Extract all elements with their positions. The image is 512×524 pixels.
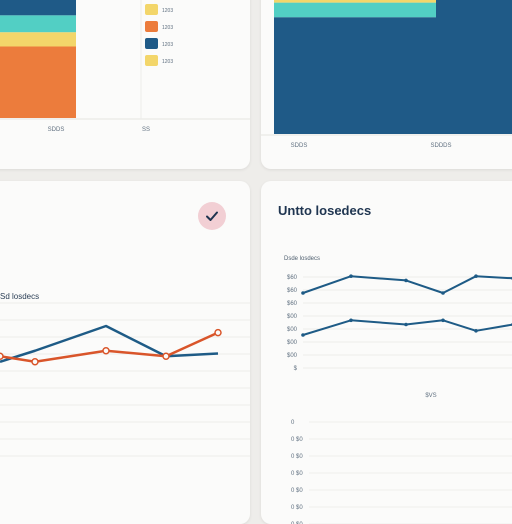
data-point bbox=[0, 352, 4, 360]
data-point bbox=[162, 352, 170, 360]
legend-swatch bbox=[145, 21, 158, 32]
line-chart-right-subtitle: Dsde losdecs bbox=[284, 256, 321, 262]
legend-label: 1203 bbox=[162, 59, 173, 65]
bar-segment bbox=[0, 15, 76, 33]
x-tick-label: SDDS bbox=[291, 143, 308, 149]
data-point bbox=[441, 291, 445, 295]
line-chart-card-right: Untto losedecs Dsde losdecs $60 $60 $60 $00… bbox=[261, 181, 512, 524]
data-point bbox=[441, 318, 445, 323]
stacked-bar-chart-left: SDDS SS 1203 1203 1203 1203 bbox=[0, 0, 250, 133]
legend-label: 1203 bbox=[162, 42, 173, 48]
y-tick-label: $00 bbox=[287, 340, 298, 346]
data-point bbox=[301, 291, 305, 295]
y-tick-label: $00 bbox=[287, 353, 298, 359]
data-point bbox=[349, 274, 353, 278]
bar-segment bbox=[274, 2, 436, 18]
stacked-bar-chart-right: SDDS SDDDS bbox=[261, 0, 512, 149]
bar-segment bbox=[0, 46, 76, 118]
x-tick-label: SDDDS bbox=[430, 143, 451, 149]
line-chart-left-title: Sd losdecs bbox=[0, 292, 40, 301]
x-tick-label: SDDS bbox=[48, 127, 65, 133]
data-point bbox=[214, 328, 222, 337]
data-point bbox=[102, 347, 110, 355]
bottom-tick-label: 0 $0 bbox=[291, 454, 303, 460]
data-point bbox=[404, 278, 408, 283]
bar-segment bbox=[0, 0, 76, 16]
line-chart-right-title: Untto losedecs bbox=[278, 203, 372, 218]
line-chart-card-left: Sd losdecs bbox=[0, 181, 250, 524]
stacked-bar-card-left: SDDS SS 1203 1203 1203 1203 bbox=[0, 0, 250, 169]
stacked-bar-card-right: SDDS SDDDS bbox=[261, 0, 512, 169]
y-tick-label: $60 bbox=[287, 275, 298, 281]
y-tick-label: $00 bbox=[287, 314, 298, 320]
bottom-tick-label: 0 $0 bbox=[291, 488, 303, 494]
data-point bbox=[349, 318, 353, 323]
check-badge[interactable] bbox=[198, 202, 226, 230]
x-axis-label: $VS bbox=[425, 393, 436, 399]
series-line bbox=[0, 324, 219, 363]
y-tick-label: $60 bbox=[287, 288, 298, 294]
bottom-tick-label: 0 $0 bbox=[291, 471, 303, 477]
data-point bbox=[301, 333, 305, 337]
bar-segment bbox=[274, 0, 436, 3]
check-icon bbox=[206, 211, 218, 221]
series-line bbox=[302, 319, 512, 336]
line-chart-left bbox=[0, 302, 250, 457]
bottom-tick-label: 0 $0 bbox=[291, 437, 303, 443]
data-point bbox=[474, 274, 478, 278]
line-chart-right: $60 $60 $60 $00 $00 $00 $00 $ $VS 0 0 $0 0 $0 0 $0 0 … bbox=[287, 274, 512, 524]
legend-label: 1203 bbox=[162, 25, 173, 31]
legend-swatch bbox=[145, 38, 158, 49]
y-tick-label: $60 bbox=[287, 301, 298, 307]
bar-segment bbox=[274, 17, 436, 135]
data-point bbox=[474, 329, 478, 333]
legend-swatch bbox=[145, 4, 158, 15]
bottom-tick-label: 0 $0 bbox=[291, 505, 303, 511]
legend-swatch bbox=[145, 55, 158, 66]
data-point bbox=[31, 358, 39, 366]
x-tick-label: SS bbox=[142, 127, 150, 133]
data-point bbox=[404, 322, 408, 327]
bar-segment bbox=[0, 32, 76, 47]
legend-label: 1203 bbox=[162, 8, 173, 14]
bottom-tick-label: 0 bbox=[291, 420, 295, 426]
y-tick-label: $ bbox=[294, 366, 298, 372]
bar-segment bbox=[436, 0, 512, 134]
y-tick-label: $00 bbox=[287, 327, 298, 333]
